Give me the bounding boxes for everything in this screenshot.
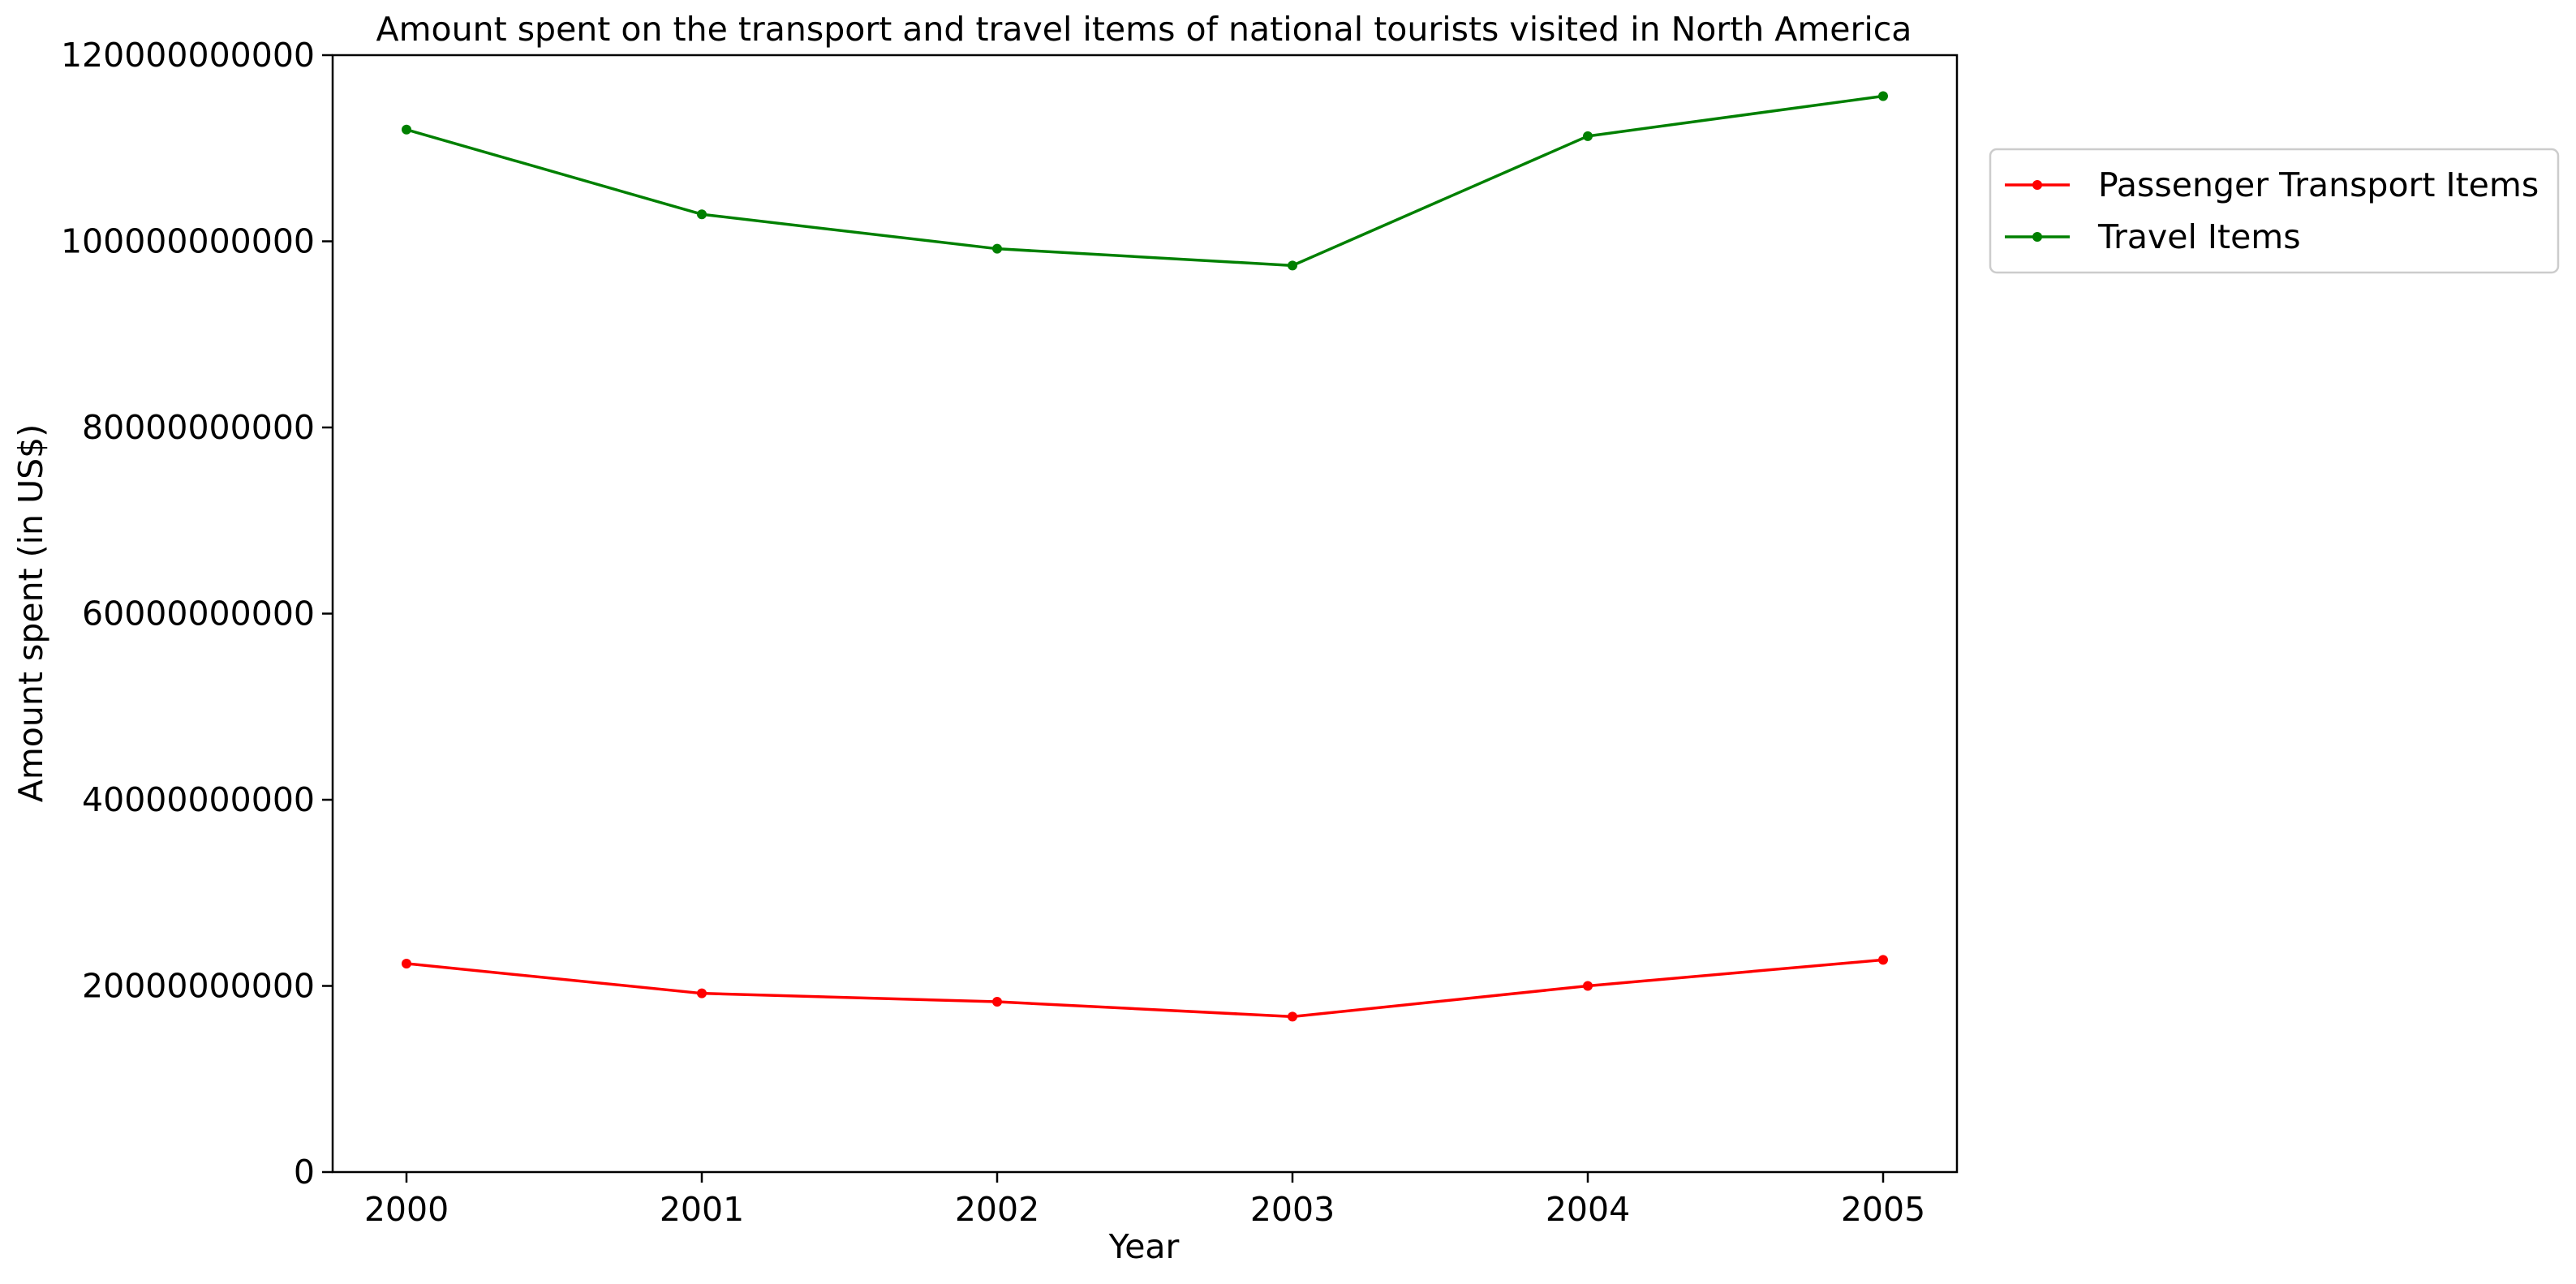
- data-point-travel-items: [1583, 131, 1593, 141]
- legend-marker-travel-items: [2032, 232, 2042, 242]
- x-tick-label: 2003: [1250, 1190, 1335, 1229]
- data-point-travel-items: [992, 243, 1002, 254]
- y-tick-label: 60000000000: [82, 595, 315, 633]
- y-tick-label: 20000000000: [82, 967, 315, 1006]
- data-point-passenger-transport-items: [697, 988, 707, 998]
- legend-label-travel-items: Travel Items: [2097, 217, 2301, 256]
- plot-frame: [331, 54, 1959, 1174]
- legend-marker-passenger-transport-items: [2032, 180, 2042, 190]
- y-tick-label: 120000000000: [61, 36, 315, 75]
- x-tick-label: 2001: [660, 1190, 744, 1229]
- data-point-passenger-transport-items: [1288, 1011, 1297, 1022]
- y-tick-label: 0: [294, 1153, 315, 1192]
- data-point-travel-items: [402, 124, 411, 135]
- data-point-passenger-transport-items: [1583, 981, 1593, 991]
- x-tick-label: 2005: [1841, 1190, 1925, 1229]
- series-line-passenger-transport-items: [406, 958, 1884, 1019]
- y-axis-label: Amount spent (in US$): [11, 424, 50, 802]
- x-tick-label: 2004: [1546, 1190, 1630, 1229]
- y-tick-label: 80000000000: [82, 408, 315, 447]
- data-point-travel-items: [1878, 91, 1888, 101]
- data-point-passenger-transport-items: [1878, 955, 1888, 965]
- plot-area: 0 20000000000 40000000000 60000000000 800000…: [61, 36, 1925, 1229]
- y-tick-label: 40000000000: [82, 780, 315, 819]
- data-point-passenger-transport-items: [992, 997, 1002, 1007]
- series-line-travel-items: [406, 94, 1884, 268]
- x-tick-label: 2000: [364, 1190, 449, 1229]
- x-axis-label: Year: [1108, 1227, 1180, 1266]
- legend-label-passenger-transport-items: Passenger Transport Items: [2098, 165, 2539, 204]
- data-point-travel-items: [697, 209, 707, 220]
- chart-title: Amount spent on the transport and travel…: [376, 10, 1912, 49]
- legend: Passenger Transport Items Travel Items: [1989, 148, 2560, 274]
- y-tick-label: 100000000000: [61, 222, 315, 261]
- data-point-travel-items: [1288, 260, 1297, 271]
- legend-box: [1989, 148, 2560, 274]
- data-point-passenger-transport-items: [402, 958, 411, 968]
- x-tick-label: 2002: [955, 1190, 1039, 1229]
